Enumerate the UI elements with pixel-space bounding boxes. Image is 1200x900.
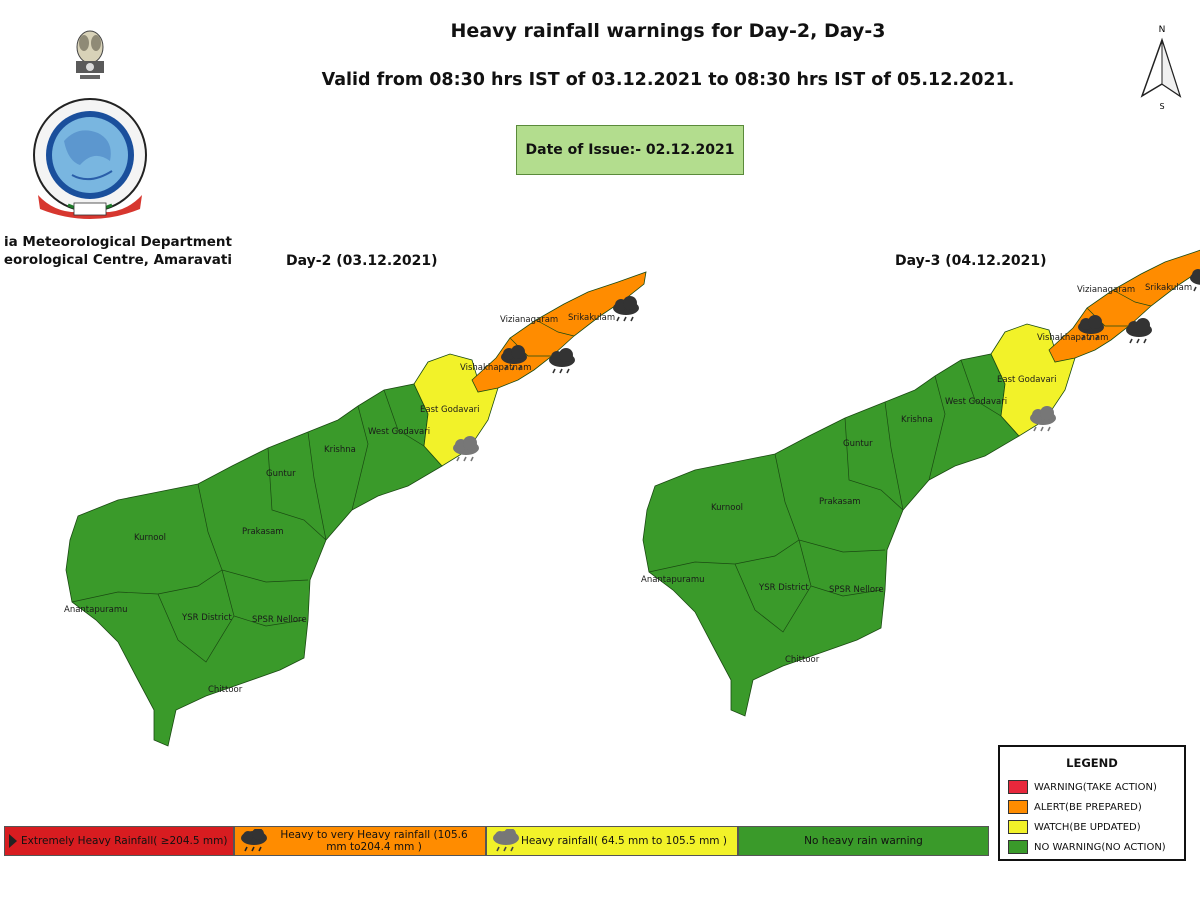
rain-cloud-icon [453, 436, 479, 462]
district-label-west-godavari: West Godavari [945, 397, 1007, 407]
scale-heavy: Heavy rainfall( 64.5 mm to 105.5 mm ) [486, 826, 738, 856]
district-label-srikakulam: Srikakulam [568, 313, 615, 323]
issue-date-text: Date of Issue:- 02.12.2021 [525, 142, 735, 158]
district-label-east-godavari: East Godavari [420, 405, 480, 415]
rain-cloud-icon [1190, 269, 1200, 292]
district-label-chittoor: Chittoor [785, 655, 820, 665]
district-border [509, 337, 552, 357]
district-border [1112, 289, 1152, 307]
scale-extremely-heavy: Extremely Heavy Rainfall( ≥204.5 mm) [4, 826, 234, 856]
district-border [157, 593, 235, 663]
centre-name: eorological Centre, Amaravati [3, 252, 232, 268]
district-label-srikakulam: Srikakulam [1145, 283, 1192, 293]
page-title: Heavy rainfall warnings for Day-2, Day-3 [450, 20, 886, 42]
district-label-krishna: Krishna [324, 445, 356, 455]
rainfall-scale-bar: Extremely Heavy Rainfall( ≥204.5 mm) Hea… [4, 826, 989, 856]
rain-cloud-icon [613, 296, 639, 322]
district-label-krishna: Krishna [901, 415, 933, 425]
day2-map-title: Day-2 (03.12.2021) [286, 253, 438, 269]
scale-label-no-warning: No heavy rain warning [804, 835, 923, 847]
district-label-guntur: Guntur [843, 439, 873, 449]
district-label-east-godavari: East Godavari [997, 375, 1057, 385]
district-label-kurnool: Kurnool [134, 533, 166, 543]
legend-swatch-no-warning [1008, 840, 1028, 854]
scale-label-extremely-heavy: Extremely Heavy Rainfall( ≥204.5 mm) [21, 835, 228, 847]
district-border [884, 401, 904, 511]
district-border [1086, 307, 1129, 327]
day2-region-no-warning [65, 383, 443, 747]
district-border [351, 405, 369, 511]
legend-label-watch: WATCH(BE UPDATED) [1034, 821, 1141, 833]
day2-warning-map: Srikakulam Vizianagaram Vishakhapatnam East… [64, 271, 647, 747]
rain-cloud-icon [1126, 318, 1152, 344]
imd-logo [28, 15, 152, 225]
legend-label-alert: ALERT(BE PREPARED) [1034, 801, 1142, 813]
district-border [267, 447, 327, 541]
district-label-chittoor: Chittoor [208, 685, 243, 695]
scale-very-heavy: Heavy to very Heavy rainfall (105.6 mm t… [234, 826, 486, 856]
district-border [844, 417, 904, 511]
district-label-prakasam: Prakasam [242, 527, 284, 537]
district-border [307, 431, 327, 541]
day3-map-title: Day-3 (04.12.2021) [895, 253, 1047, 269]
day3-warning-map: Srikakulam Vizianagaram Vishakhapatnam East… [641, 249, 1200, 717]
rain-cloud-icon [1030, 406, 1056, 432]
issue-date-box: Date of Issue:- 02.12.2021 [516, 125, 744, 175]
rain-cloud-icon [9, 834, 17, 848]
district-border [798, 539, 882, 597]
rain-cloud-icon [241, 829, 267, 852]
department-name: ia Meteorological Department [3, 234, 232, 250]
scale-label-very-heavy: Heavy to very Heavy rainfall (105.6 mm t… [280, 829, 468, 853]
legend-title: LEGEND [1066, 756, 1118, 770]
legend-item-no-warning: NO WARNING(NO ACTION) [1008, 840, 1166, 854]
rain-cloud-icon [549, 348, 575, 374]
rain-cloud-icon [1078, 315, 1104, 341]
scale-no-warning: No heavy rain warning [738, 826, 989, 856]
district-label-vishakhapatnam: Vishakhapatnam [460, 363, 531, 373]
compass-south-label: S [1159, 102, 1164, 111]
compass-north-label: N [1159, 25, 1166, 35]
district-label-ysr: YSR District [181, 613, 232, 623]
legend: LEGEND WARNING(TAKE ACTION) ALERT(BE PRE… [998, 745, 1186, 861]
district-label-vishakhapatnam: Vishakhapatnam [1037, 333, 1108, 343]
district-border [960, 359, 1002, 417]
district-label-ysr: YSR District [758, 583, 809, 593]
legend-item-warning: WARNING(TAKE ACTION) [1008, 780, 1157, 794]
scale-label-heavy: Heavy rainfall( 64.5 mm to 105.5 mm ) [521, 835, 727, 847]
district-border [221, 569, 305, 627]
legend-label-no-warning: NO WARNING(NO ACTION) [1034, 841, 1166, 853]
legend-item-watch: WATCH(BE UPDATED) [1008, 820, 1141, 834]
district-label-anantapuramu: Anantapuramu [641, 575, 705, 585]
legend-label-warning: WARNING(TAKE ACTION) [1034, 781, 1157, 793]
district-label-vizianagaram: Vizianagaram [500, 315, 558, 325]
district-label-nellore: SPSR Nellore [252, 615, 307, 625]
district-label-kurnool: Kurnool [711, 503, 743, 513]
district-label-guntur: Guntur [266, 469, 296, 479]
district-label-prakasam: Prakasam [819, 497, 861, 507]
department-block: ia Meteorological Department eorological… [0, 233, 232, 269]
district-label-anantapuramu: Anantapuramu [64, 605, 128, 615]
district-border [535, 319, 575, 337]
day3-region-no-warning [642, 353, 1020, 717]
district-label-vizianagaram: Vizianagaram [1077, 285, 1135, 295]
legend-swatch-watch [1008, 820, 1028, 834]
district-border [734, 563, 812, 633]
compass-icon: N S [1136, 20, 1184, 112]
day3-region-alert [1048, 249, 1200, 363]
legend-swatch-alert [1008, 800, 1028, 814]
district-label-nellore: SPSR Nellore [829, 585, 884, 595]
district-border [383, 389, 425, 447]
legend-swatch-warning [1008, 780, 1028, 794]
district-label-west-godavari: West Godavari [368, 427, 430, 437]
rain-cloud-icon [501, 345, 527, 371]
district-border [928, 375, 946, 481]
validity-subtitle: Valid from 08:30 hrs IST of 03.12.2021 t… [321, 70, 1015, 90]
legend-item-alert: ALERT(BE PREPARED) [1008, 800, 1142, 814]
rain-cloud-icon [493, 829, 519, 852]
